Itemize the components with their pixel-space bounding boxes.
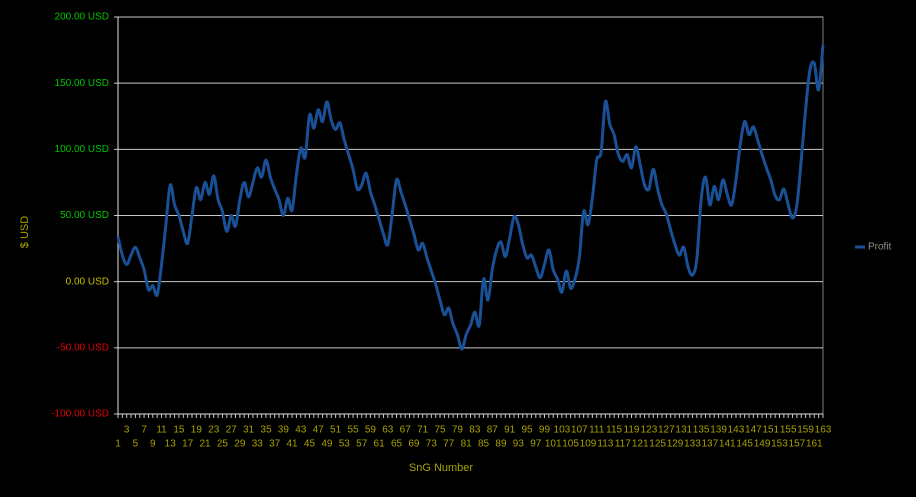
x-tick-label: 65	[391, 439, 403, 450]
x-tick-label: 37	[269, 439, 281, 450]
x-tick-label: 103	[554, 425, 571, 436]
x-tick-label: 47	[313, 425, 325, 436]
x-tick-label: 23	[208, 425, 220, 436]
x-tick-label: 119	[624, 425, 640, 436]
x-tick-label: 97	[530, 439, 542, 450]
x-tick-label: 63	[382, 425, 394, 436]
x-tick-label: 77	[443, 439, 455, 450]
x-tick-label: 7	[141, 425, 147, 436]
x-tick-label: 91	[504, 425, 516, 436]
y-tick-label: 100.00 USD	[55, 144, 109, 155]
x-tick-label: 33	[252, 439, 264, 450]
x-tick-label: 115	[606, 425, 622, 436]
x-tick-label: 127	[658, 425, 675, 436]
y-tick-label: 200.00 USD	[55, 12, 109, 23]
y-tick-label: 150.00 USD	[55, 78, 109, 89]
x-tick-label: 131	[675, 425, 692, 436]
x-tick-label: 135	[693, 425, 710, 436]
x-tick-label: 11	[156, 425, 167, 436]
x-tick-label: 21	[199, 439, 211, 450]
x-tick-label: 163	[815, 425, 832, 436]
x-tick-label: 93	[513, 439, 525, 450]
x-tick-label: 149	[754, 439, 771, 450]
x-tick-label: 73	[426, 439, 438, 450]
x-tick-label: 57	[356, 439, 368, 450]
x-tick-label: 99	[539, 425, 551, 436]
x-tick-label: 41	[287, 439, 299, 450]
x-tick-label: 143	[728, 425, 745, 436]
x-tick-label: 87	[487, 425, 499, 436]
x-tick-label: 151	[762, 425, 779, 436]
x-tick-label: 19	[191, 425, 203, 436]
x-tick-label: 5	[133, 439, 139, 450]
x-tick-label: 147	[745, 425, 762, 436]
x-tick-label: 43	[295, 425, 307, 436]
x-tick-label: 161	[806, 439, 823, 450]
x-tick-label: 15	[173, 425, 185, 436]
x-tick-label: 101	[545, 439, 562, 450]
x-tick-label: 113	[597, 439, 613, 450]
x-tick-label: 45	[304, 439, 316, 450]
x-tick-label: 83	[469, 425, 481, 436]
x-tick-label: 39	[278, 425, 290, 436]
x-tick-label: 139	[710, 425, 727, 436]
x-tick-label: 125	[649, 439, 666, 450]
x-tick-label: 29	[234, 439, 246, 450]
x-tick-label: 1	[115, 439, 121, 450]
x-tick-label: 89	[495, 439, 507, 450]
x-tick-label: 79	[452, 425, 464, 436]
x-tick-label: 13	[165, 439, 177, 450]
x-tick-label: 105	[562, 439, 579, 450]
x-tick-label: 129	[667, 439, 684, 450]
x-tick-label: 31	[243, 425, 255, 436]
x-tick-label: 153	[771, 439, 788, 450]
x-tick-label: 17	[182, 439, 194, 450]
x-tick-label: 51	[330, 425, 342, 436]
x-tick-label: 141	[719, 439, 736, 450]
x-tick-label: 75	[434, 425, 446, 436]
y-tick-label: 0.00 USD	[66, 276, 109, 287]
x-tick-label: 3	[124, 425, 130, 436]
y-tick-label: -100.00 USD	[51, 409, 109, 420]
x-tick-label: 49	[321, 439, 333, 450]
x-tick-label: 133	[684, 439, 701, 450]
x-tick-label: 117	[615, 439, 631, 450]
x-tick-label: 61	[374, 439, 386, 450]
x-tick-label: 109	[580, 439, 597, 450]
x-tick-label: 95	[522, 425, 534, 436]
x-tick-label: 27	[226, 425, 238, 436]
x-tick-label: 85	[478, 439, 490, 450]
y-axis-title: $ USD	[19, 216, 31, 248]
legend-label: Profit	[868, 242, 892, 253]
y-tick-label: -50.00 USD	[57, 342, 109, 353]
y-tick-label: 50.00 USD	[60, 210, 109, 221]
x-tick-label: 59	[365, 425, 377, 436]
x-tick-label: 9	[150, 439, 156, 450]
x-tick-label: 55	[347, 425, 359, 436]
x-tick-label: 111	[589, 425, 605, 436]
x-tick-label: 71	[417, 425, 429, 436]
x-tick-label: 69	[408, 439, 420, 450]
x-tick-label: 121	[632, 439, 649, 450]
x-tick-label: 137	[702, 439, 719, 450]
x-axis-title: SnG Number	[409, 462, 474, 474]
x-tick-label: 35	[260, 425, 272, 436]
x-tick-label: 123	[641, 425, 658, 436]
x-tick-label: 25	[217, 439, 229, 450]
x-tick-label: 53	[339, 439, 351, 450]
x-tick-label: 107	[571, 425, 588, 436]
line-series	[116, 44, 825, 351]
x-tick-label: 155	[780, 425, 797, 436]
x-tick-label: 81	[461, 439, 473, 450]
x-tick-label: 145	[736, 439, 753, 450]
x-tick-label: 67	[400, 425, 412, 436]
x-tick-label: 157	[789, 439, 806, 450]
x-tick-label: 159	[797, 425, 814, 436]
